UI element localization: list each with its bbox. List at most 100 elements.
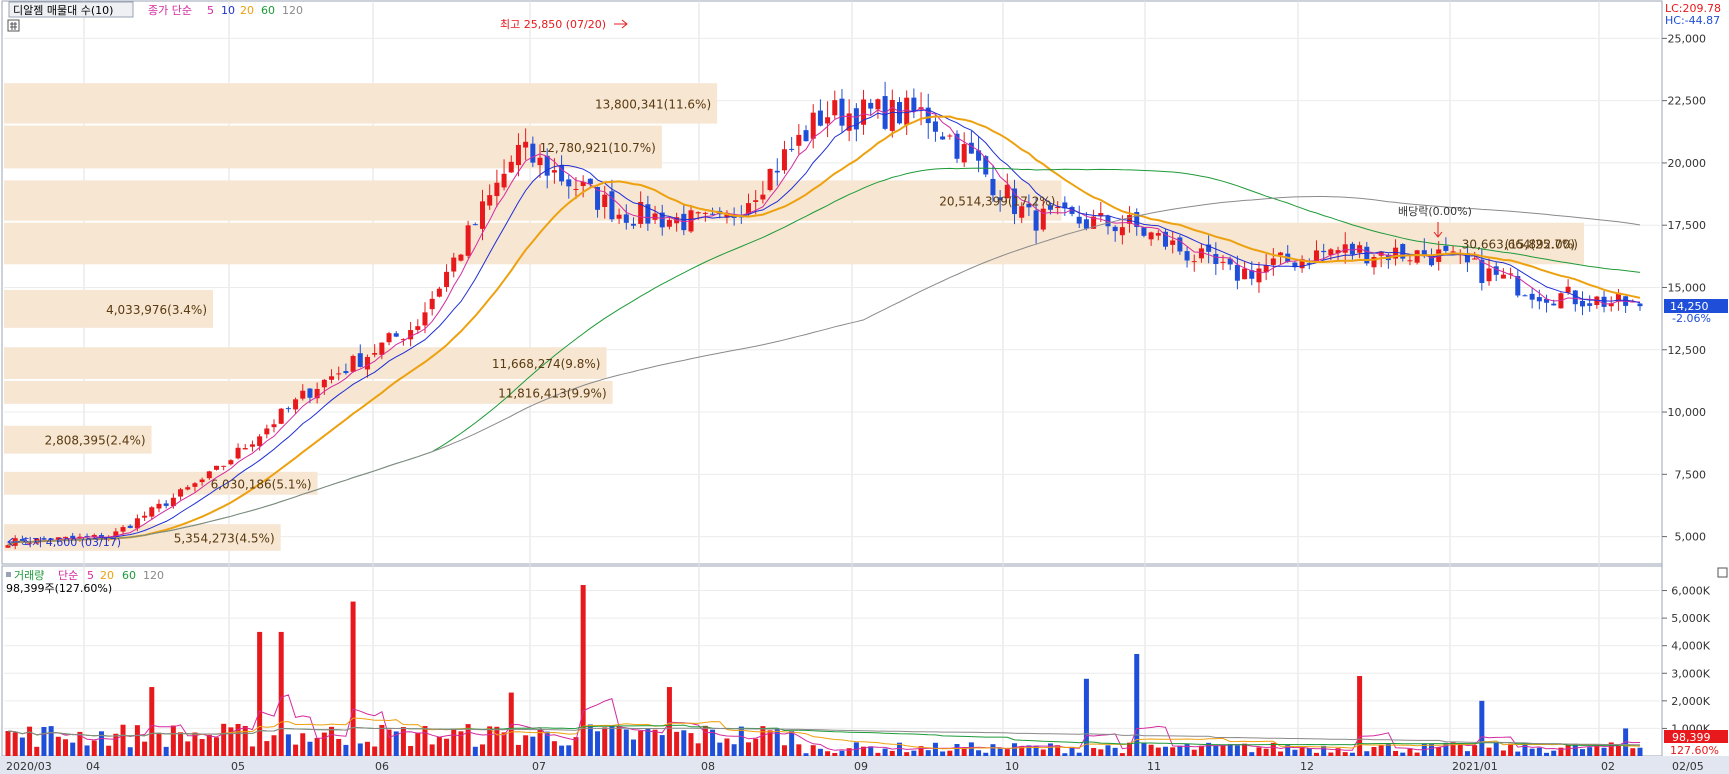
volume-bar: [1012, 743, 1018, 756]
volume-bar: [1450, 742, 1456, 756]
candle-body: [1594, 296, 1600, 306]
volume-bar: [63, 739, 69, 756]
candle-body: [1234, 264, 1240, 281]
candle-body: [861, 99, 867, 125]
volume-bar: [846, 748, 852, 756]
candle-body: [630, 223, 636, 226]
price-tick-label: 12,500: [1668, 344, 1707, 357]
candle-body: [810, 112, 816, 139]
candle-body: [846, 113, 852, 131]
volume-bar: [1328, 752, 1334, 756]
candle-body: [1033, 210, 1039, 231]
volume-profile-band: [4, 180, 1062, 221]
volume-bar: [918, 746, 924, 756]
volume-bar: [357, 743, 363, 756]
volume-bar: [530, 736, 536, 756]
volume-bar: [1198, 745, 1204, 756]
volume-bar: [1141, 743, 1147, 756]
volume-bar: [889, 750, 895, 756]
candle-body: [1400, 244, 1406, 259]
current-price-tag: [1664, 299, 1728, 313]
volume-bar: [1608, 742, 1614, 756]
candle-body: [1414, 250, 1420, 263]
vma60-label: 60: [122, 569, 136, 582]
volume-bar: [343, 744, 349, 756]
candle-body: [386, 333, 392, 343]
volume-profile-label: 20,514,399(17.2%): [939, 195, 1055, 209]
volume-tick-label: 2,000K: [1671, 695, 1710, 708]
candle-body: [1040, 208, 1046, 230]
candle-body: [789, 148, 795, 150]
volume-bar: [746, 742, 752, 756]
candle-body: [868, 102, 874, 109]
volume-bar: [710, 729, 716, 756]
high-annotation: 최고 25,850 (07/20): [500, 18, 606, 31]
volume-bar: [1551, 750, 1557, 756]
volume-bar: [1349, 752, 1355, 756]
volume-profile-label: 12,780,921(10.7%): [540, 141, 656, 155]
volume-bar: [1443, 742, 1449, 756]
volume-panel-collapse-button[interactable]: [1717, 567, 1728, 578]
volume-bar: [1234, 745, 1240, 756]
volume-bar: [386, 729, 392, 756]
volume-tag-pct: 127.60%: [1670, 744, 1719, 757]
volume-bar: [1076, 752, 1082, 756]
volume-bar: [1436, 747, 1442, 756]
ma60-label: 60: [261, 4, 275, 17]
volume-bar: [1364, 751, 1370, 756]
volume-profile-band: [4, 524, 281, 551]
candle-body: [537, 157, 543, 166]
candle-body: [444, 271, 450, 287]
volume-bar: [1407, 748, 1413, 756]
volume-bar: [1594, 744, 1600, 756]
candle-body: [1047, 205, 1053, 210]
volume-bar: [882, 748, 888, 756]
candle-body: [1407, 260, 1413, 262]
x-tick-label: 07: [532, 760, 546, 773]
volume-bar: [1119, 753, 1125, 756]
ma10-label: 10: [221, 4, 235, 17]
candle-body: [480, 201, 486, 229]
candle-body: [961, 144, 967, 163]
candle-body: [1544, 298, 1550, 303]
price-tick-label: 20,000: [1668, 157, 1707, 170]
volume-bar: [724, 738, 730, 756]
candle-body: [559, 165, 565, 182]
candle-body: [1227, 258, 1233, 265]
volume-bar: [1429, 743, 1435, 756]
volume-bar: [336, 738, 342, 756]
candle-body: [472, 224, 478, 226]
candle-body: [134, 518, 140, 529]
price-tick-label: 15,000: [1668, 281, 1707, 294]
volume-bar: [940, 751, 946, 756]
candle-body: [1637, 303, 1643, 307]
candle-body: [659, 212, 665, 228]
candle-body: [400, 339, 406, 341]
volume-bar: [1047, 743, 1053, 756]
volume-bar: [213, 737, 219, 756]
volume-bar: [1206, 742, 1212, 756]
volume-bar: [688, 733, 694, 756]
candle-body: [1076, 216, 1082, 224]
candle-body: [170, 497, 176, 507]
volume-bar: [961, 748, 967, 756]
candle-body: [609, 191, 615, 220]
volume-bar: [206, 734, 212, 756]
grid-toggle-icon[interactable]: [7, 19, 20, 32]
hc-value: HC:-44.87: [1665, 14, 1720, 27]
volume-bar: [1457, 743, 1463, 756]
volume-bar: [91, 740, 97, 756]
volume-bar: [666, 687, 672, 756]
volume-bar: [1213, 745, 1219, 756]
candle-body: [487, 195, 493, 206]
volume-bar: [674, 731, 680, 756]
candle-body: [436, 288, 442, 297]
volume-bar: [257, 631, 263, 756]
volume-bar: [429, 744, 435, 756]
candle-body: [1112, 226, 1118, 232]
volume-bar: [1313, 752, 1319, 756]
candle-body: [1587, 303, 1593, 306]
candle-body: [357, 353, 363, 367]
candle-body: [1019, 206, 1025, 218]
